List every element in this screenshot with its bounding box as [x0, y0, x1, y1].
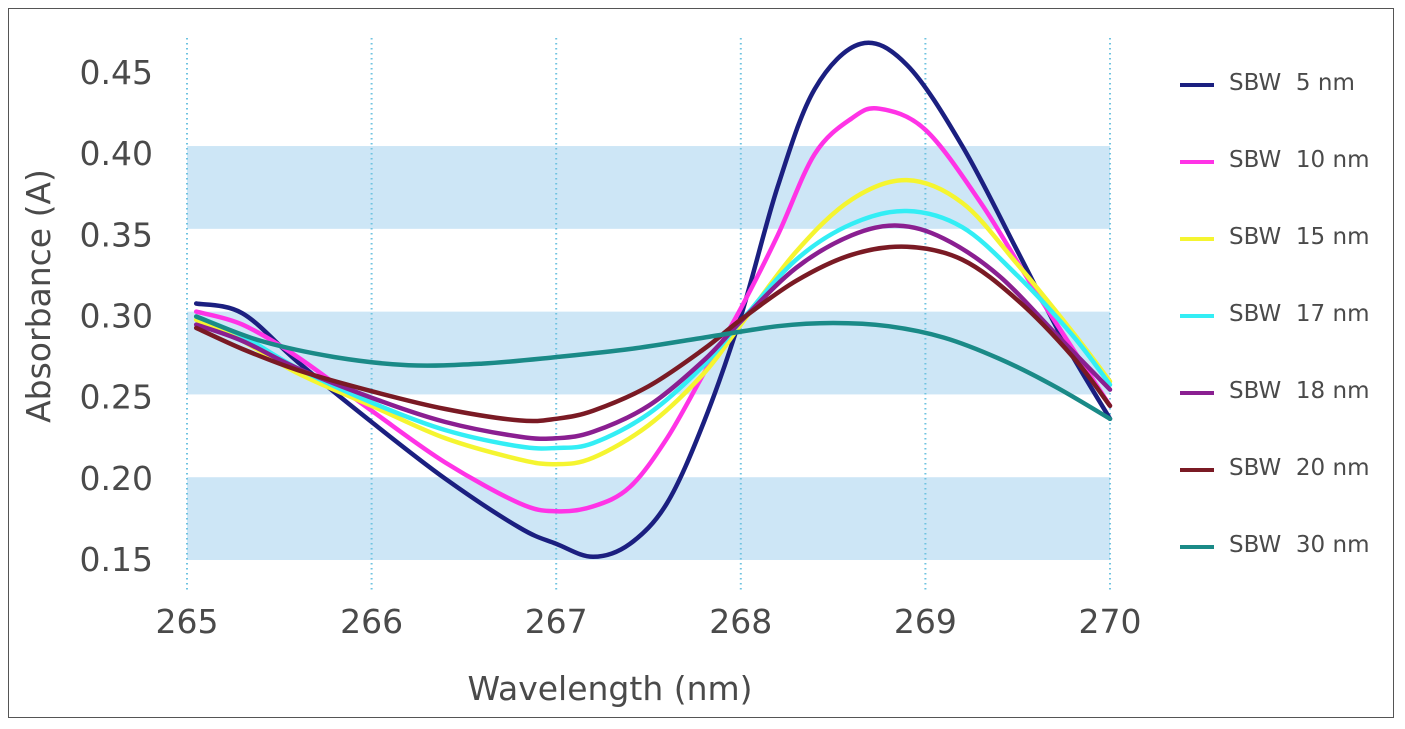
x-tick-label: 266 — [340, 602, 403, 641]
legend-label-0: SBW 5 nm — [1229, 70, 1355, 96]
x-tick-label: 270 — [1079, 602, 1142, 641]
background-bands — [187, 146, 1110, 560]
legend-label-1: SBW 10 nm — [1229, 147, 1369, 173]
series-line-6 — [193, 314, 1113, 422]
y-axis-ticks: 0.45 0.40 0.35 0.30 0.25 0.20 0.15 — [80, 53, 153, 579]
x-tick-label: 265 — [156, 602, 219, 641]
y-axis-label: Absorbance (A) — [19, 169, 58, 423]
x-tick-label: 269 — [894, 602, 957, 641]
x-tick-label: 267 — [525, 602, 588, 641]
legend: SBW 5 nm SBW 10 nm SBW 15 nm SBW 17 nm SBW 1… — [1180, 70, 1369, 558]
legend-label-4: SBW 18 nm — [1229, 378, 1369, 404]
legend-label-6: SBW 30 nm — [1229, 532, 1369, 558]
y-tick-label: 0.45 — [80, 53, 153, 92]
x-tick-label: 268 — [709, 602, 772, 641]
series-line-2 — [193, 177, 1113, 467]
x-axis-ticks: 265 266 267 268 269 270 — [156, 602, 1142, 641]
y-tick-label: 0.15 — [80, 540, 153, 579]
x-axis-label: Wavelength (nm) — [467, 669, 752, 708]
y-tick-label: 0.20 — [80, 459, 153, 498]
band-0 — [187, 477, 1110, 560]
band-2 — [187, 146, 1110, 229]
series-line-0 — [193, 40, 1113, 560]
y-tick-label: 0.30 — [80, 297, 153, 336]
legend-label-2: SBW 15 nm — [1229, 224, 1369, 250]
y-tick-label: 0.40 — [80, 134, 153, 173]
series-line-4 — [193, 223, 1113, 442]
series-line-3 — [193, 208, 1113, 451]
legend-label-3: SBW 17 nm — [1229, 301, 1369, 327]
y-tick-label: 0.35 — [80, 215, 153, 254]
series-lines — [193, 40, 1113, 560]
legend-label-5: SBW 20 nm — [1229, 455, 1369, 481]
y-tick-label: 0.25 — [80, 378, 153, 417]
series-line-5 — [193, 244, 1113, 424]
